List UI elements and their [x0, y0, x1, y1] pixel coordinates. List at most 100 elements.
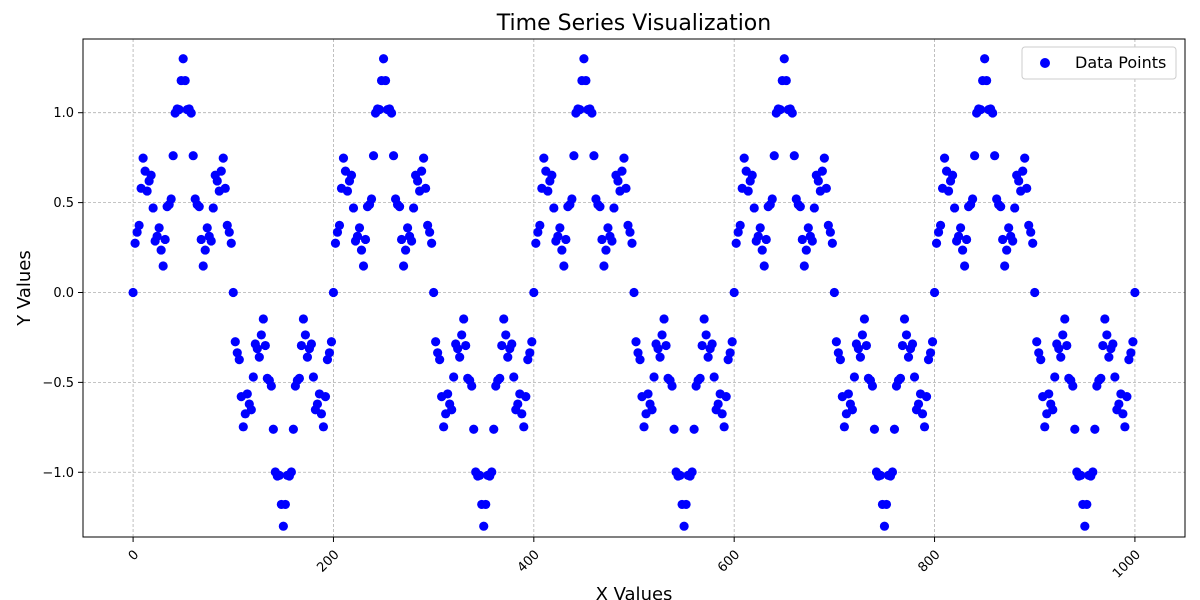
- data-point: [601, 245, 611, 255]
- data-point: [867, 381, 878, 391]
- data-point: [569, 151, 579, 161]
- data-point: [835, 355, 845, 365]
- data-point: [1060, 314, 1070, 324]
- data-point: [935, 220, 946, 230]
- data-point: [358, 261, 369, 271]
- data-point: [443, 389, 453, 399]
- data-point: [861, 340, 872, 351]
- data-point: [501, 330, 511, 340]
- data-point: [825, 227, 835, 237]
- data-point: [998, 234, 1008, 245]
- data-point: [727, 337, 737, 347]
- data-point: [298, 314, 308, 324]
- data-point: [775, 105, 785, 115]
- data-point: [801, 245, 811, 255]
- data-point: [352, 231, 363, 241]
- data-point: [427, 238, 437, 248]
- data-point: [216, 166, 226, 176]
- data-point: [613, 176, 623, 186]
- data-point: [749, 203, 759, 213]
- data-point: [1114, 399, 1124, 409]
- data-point: [589, 151, 599, 161]
- data-point: [1062, 340, 1072, 351]
- data-point: [1098, 340, 1108, 351]
- data-point: [1058, 330, 1068, 340]
- data-point: [396, 234, 407, 245]
- data-point: [581, 75, 591, 86]
- data-point: [260, 340, 270, 351]
- data-point: [839, 422, 849, 432]
- data-point: [657, 330, 667, 340]
- data-point: [1050, 372, 1060, 382]
- data-point: [268, 424, 278, 434]
- data-point: [567, 194, 577, 204]
- data-point: [625, 227, 635, 237]
- data-point: [378, 54, 389, 64]
- data-point: [1102, 330, 1112, 340]
- data-point: [316, 409, 327, 419]
- data-point: [348, 203, 359, 213]
- data-point: [553, 231, 563, 241]
- data-point: [543, 186, 553, 196]
- data-point: [346, 170, 357, 180]
- data-point: [248, 372, 258, 382]
- data-point: [461, 340, 471, 351]
- data-point: [386, 108, 397, 118]
- data-point: [717, 409, 727, 419]
- data-point: [789, 151, 799, 161]
- data-point: [681, 499, 691, 510]
- y-axis-label: Y Values: [14, 250, 35, 327]
- data-point: [302, 352, 313, 362]
- data-point: [819, 153, 829, 163]
- data-point: [489, 424, 499, 434]
- legend-box: [1021, 46, 1177, 80]
- data-point: [970, 151, 980, 161]
- data-point: [1126, 348, 1136, 358]
- data-point: [619, 153, 629, 163]
- data-point: [547, 170, 557, 180]
- data-point: [947, 170, 958, 180]
- data-point: [881, 499, 892, 510]
- data-point: [853, 344, 864, 354]
- data-point: [559, 261, 569, 271]
- data-point: [449, 372, 459, 382]
- data-point: [827, 238, 837, 248]
- data-point: [1110, 372, 1120, 382]
- data-point: [1020, 153, 1030, 163]
- data-point: [907, 339, 918, 349]
- data-point: [988, 108, 998, 118]
- data-point: [366, 194, 377, 204]
- data-point: [990, 151, 1000, 161]
- data-point: [342, 186, 353, 196]
- data-point: [228, 287, 238, 298]
- data-point: [847, 405, 858, 415]
- data-point: [1088, 467, 1098, 477]
- data-point: [958, 245, 968, 255]
- data-point: [649, 372, 659, 382]
- data-point: [487, 467, 497, 477]
- data-point: [166, 194, 176, 204]
- data-point: [747, 170, 757, 180]
- data-point: [1100, 314, 1110, 324]
- data-point: [667, 381, 677, 391]
- data-point: [929, 287, 940, 298]
- data-point: [431, 337, 441, 347]
- data-point: [849, 372, 860, 382]
- data-point: [879, 521, 890, 531]
- data-point: [955, 223, 966, 233]
- data-point: [797, 234, 807, 245]
- data-point: [142, 186, 152, 196]
- data-point: [669, 424, 679, 434]
- data-point: [707, 339, 717, 349]
- data-point: [859, 314, 870, 324]
- data-point: [402, 223, 413, 233]
- data-point: [1018, 166, 1028, 176]
- data-point: [1026, 227, 1036, 237]
- data-point: [525, 348, 535, 358]
- data-point: [587, 108, 597, 118]
- data-point: [256, 330, 266, 340]
- data-point: [869, 424, 880, 434]
- data-point: [288, 424, 298, 434]
- data-point: [148, 203, 158, 213]
- data-point: [1068, 381, 1078, 391]
